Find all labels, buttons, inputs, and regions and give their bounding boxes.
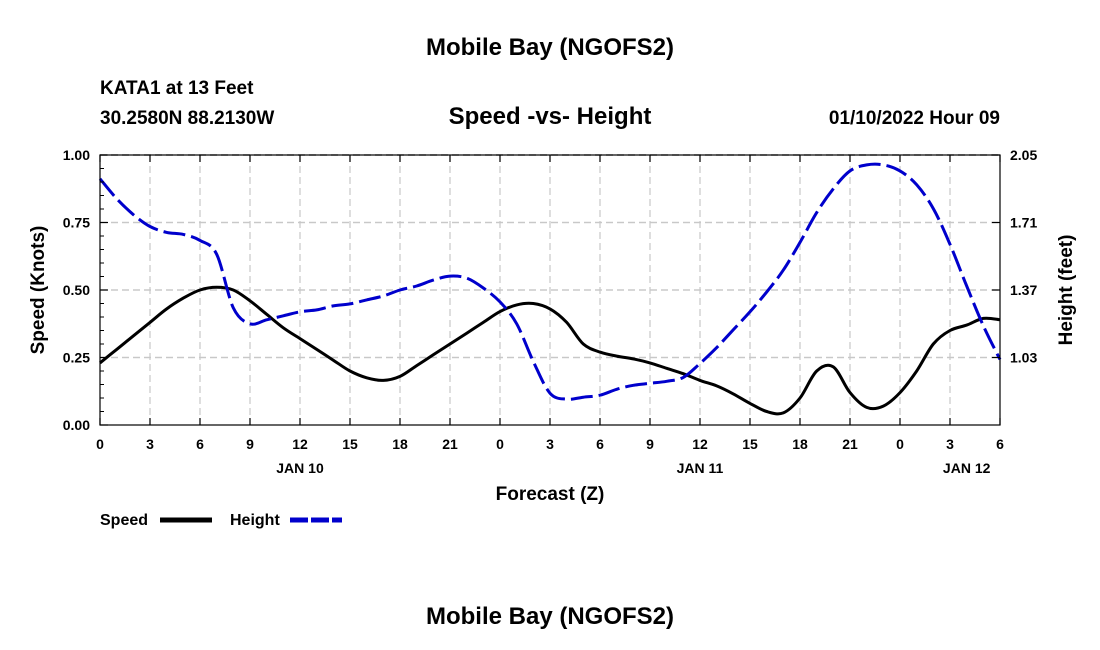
run-time-label: 01/10/2022 Hour 09 — [829, 108, 1000, 129]
y-tick-label-left: 1.00 — [63, 147, 90, 163]
y-tick-label-right: 2.05 — [1010, 147, 1037, 163]
y-tick-label-right: 1.71 — [1010, 215, 1037, 231]
date-label: JAN 10 — [276, 460, 324, 476]
x-tick-label: 3 — [546, 436, 554, 452]
y-tick-label-left: 0.75 — [63, 215, 90, 231]
x-tick-label: 21 — [442, 436, 458, 452]
x-tick-label: 9 — [646, 436, 654, 452]
y-axis-right-label: Height (feet) — [1056, 235, 1077, 346]
legend: Speed Height — [100, 512, 342, 529]
x-tick-label: 18 — [392, 436, 408, 452]
series-line-height — [98, 162, 1002, 401]
legend-speed-label: Speed — [100, 512, 148, 529]
x-tick-label: 9 — [246, 436, 254, 452]
y-tick-label-left: 0.25 — [63, 350, 90, 366]
x-axis-label: Forecast (Z) — [496, 484, 605, 505]
x-tick-label: 12 — [292, 436, 308, 452]
series-line-speed — [99, 285, 1001, 416]
x-tick-label: 6 — [996, 436, 1004, 452]
y-tick-label-left: 0.00 — [63, 417, 90, 433]
axes: 0 3 6 9 12 15 18 21 0 3 6 9 12 15 18 21 0 3 6 JAN 10 JAN 11 J… — [63, 147, 1038, 476]
grid — [100, 154, 1000, 425]
x-tick-label: 6 — [196, 436, 204, 452]
date-label: JAN 12 — [943, 460, 991, 476]
station-label: KATA1 at 13 Feet — [100, 78, 254, 99]
x-tick-label: 15 — [742, 436, 758, 452]
x-tick-label: 12 — [692, 436, 708, 452]
chart-title: Mobile Bay (NGOFS2) — [426, 34, 674, 61]
x-tick-label: 6 — [596, 436, 604, 452]
y-tick-label-right: 1.03 — [1010, 350, 1037, 366]
date-label: JAN 11 — [677, 460, 724, 476]
y-tick-label-left: 0.50 — [63, 282, 90, 298]
y-tick-label-right: 1.37 — [1010, 282, 1037, 298]
x-tick-label: 21 — [842, 436, 858, 452]
chart-subtitle: Speed -vs- Height — [449, 103, 652, 130]
y-axis-left-label: Speed (Knots) — [28, 226, 49, 355]
x-tick-label: 3 — [946, 436, 954, 452]
series-layer — [98, 162, 1002, 416]
x-tick-label: 0 — [896, 436, 904, 452]
legend-height-label: Height — [230, 512, 280, 529]
x-tick-label: 18 — [792, 436, 808, 452]
location-label: 30.2580N 88.2130W — [100, 108, 274, 129]
x-tick-label: 15 — [342, 436, 358, 452]
x-tick-label: 0 — [96, 436, 104, 452]
x-tick-label: 0 — [496, 436, 504, 452]
footer-title: Mobile Bay (NGOFS2) — [426, 603, 674, 630]
x-tick-label: 3 — [146, 436, 154, 452]
